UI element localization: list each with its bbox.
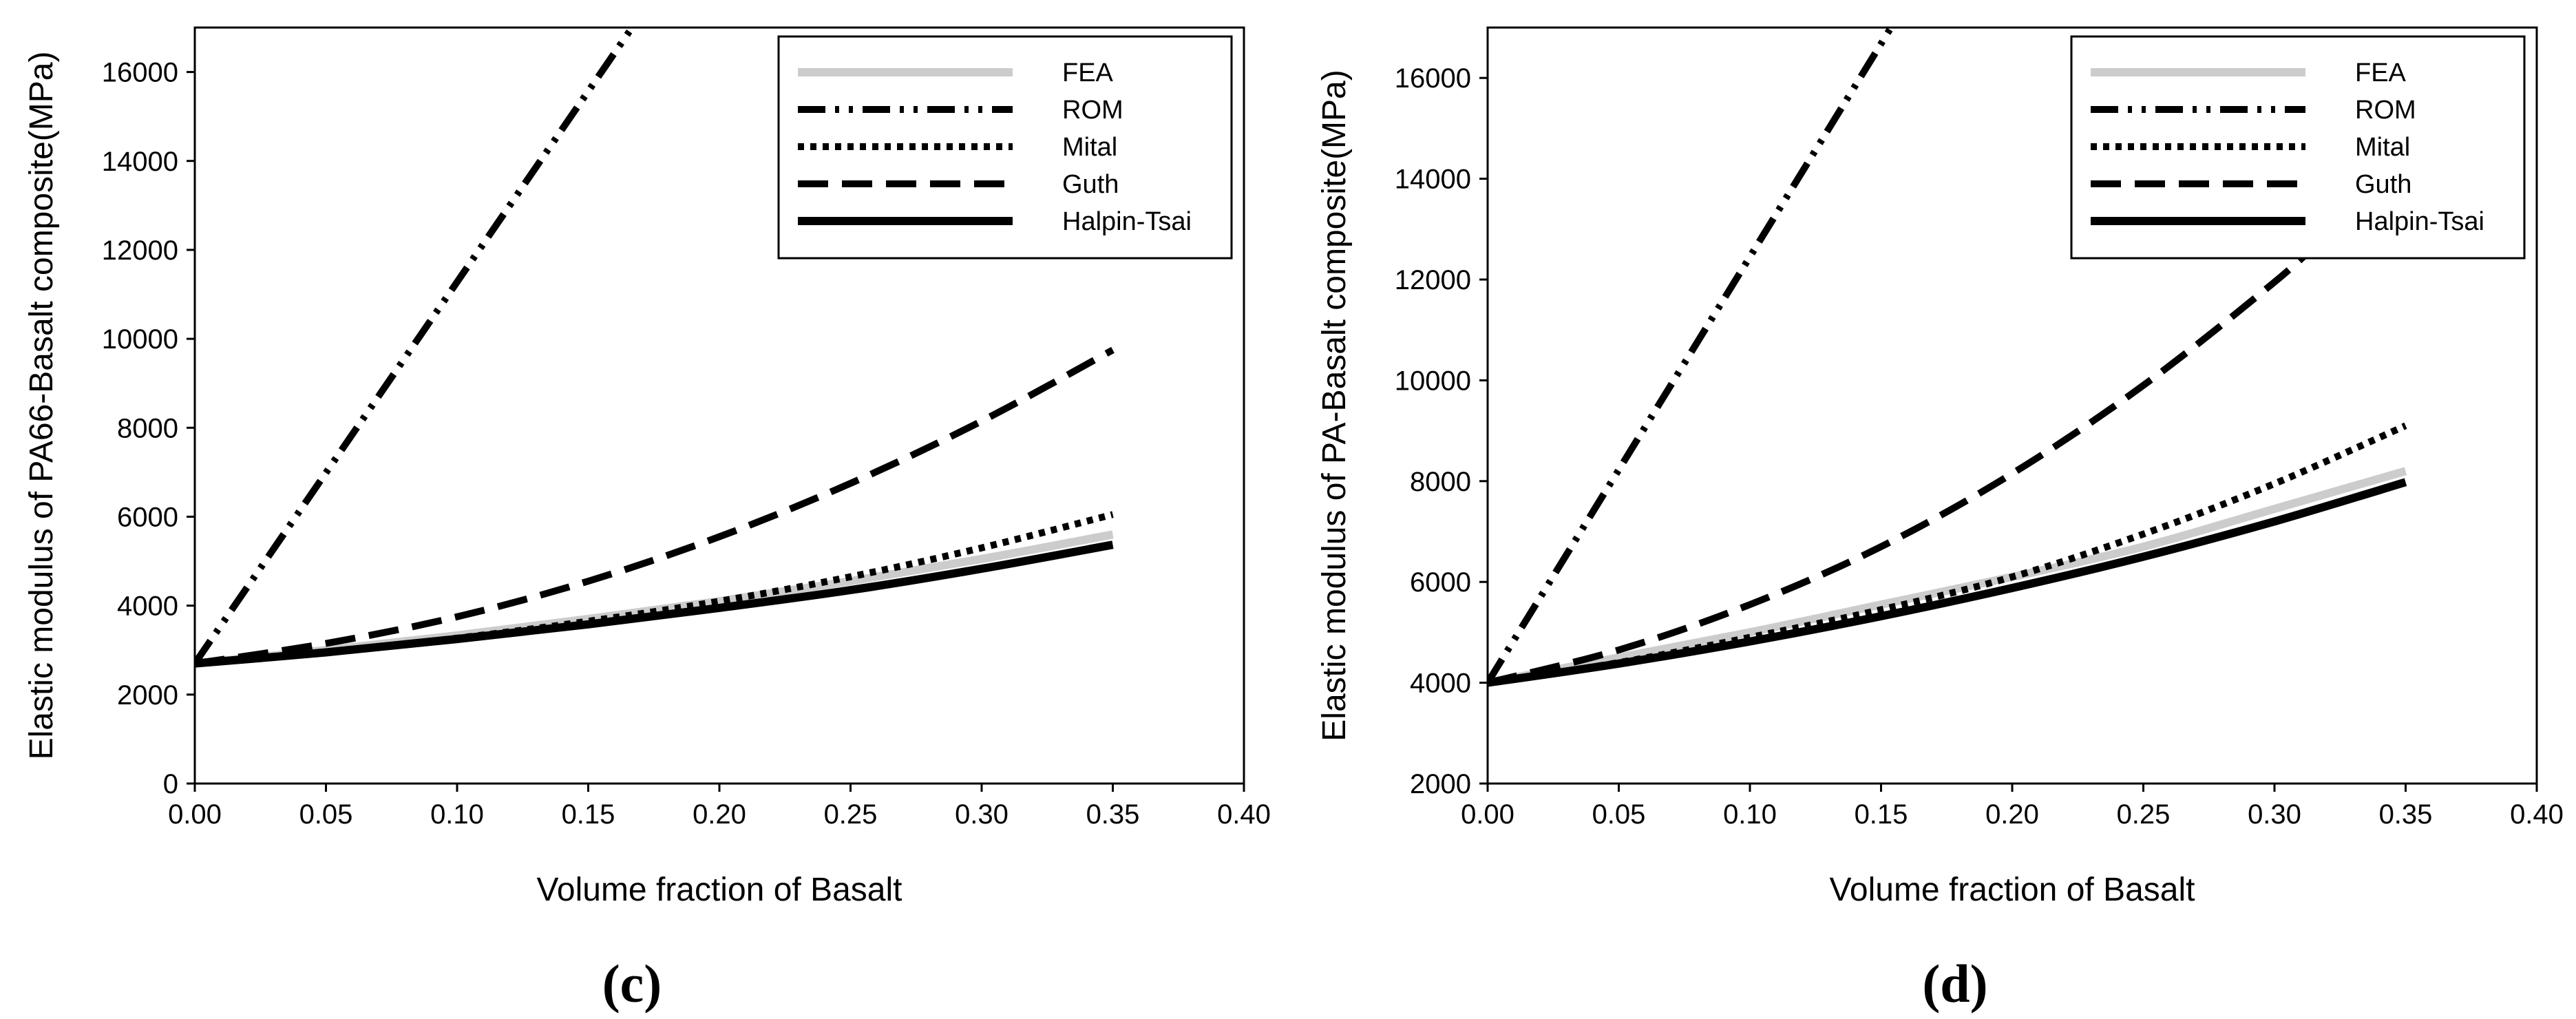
legend-label: Guth <box>2355 170 2411 199</box>
series-line-rom <box>1488 28 1894 685</box>
x-tick-label: 0.00 <box>1461 799 1514 830</box>
x-tick-label: 0.20 <box>693 799 746 830</box>
y-tick-label: 16000 <box>1395 63 1471 94</box>
legend: FEA ROM Mital Guth Halpin-Tsai <box>2070 35 2526 260</box>
legend-label: Guth <box>1062 170 1119 199</box>
y-axis-title: Elastic modulus of PA66-Basalt composite… <box>23 52 60 760</box>
y-tick-label: 2000 <box>1410 769 1471 799</box>
legend-label: FEA <box>1062 59 1114 87</box>
x-tick-label: 0.40 <box>1217 799 1271 830</box>
x-tick-label: 0.40 <box>2510 799 2564 830</box>
x-tick-label: 0.10 <box>1723 799 1777 830</box>
legend-label: Mital <box>1062 133 1117 162</box>
series-group <box>1488 28 2407 687</box>
x-tick-label: 0.05 <box>299 799 353 830</box>
x-tick-label: 0.35 <box>2379 799 2433 830</box>
axis-ticks: 0.00 0.05 0.10 0.15 0.20 0.25 0.30 0.35 0.40 0 200… <box>102 58 1271 830</box>
x-axis-title: Volume fraction of Basalt <box>1830 872 2195 908</box>
y-tick-label: 2000 <box>117 680 178 711</box>
legend-label: Halpin-Tsai <box>2355 207 2484 236</box>
chart-panel-d: 0.00 0.05 0.10 0.15 0.20 0.25 0.30 0.35 0.40 2000… <box>1316 26 2564 1013</box>
y-tick-label: 4000 <box>117 591 178 622</box>
y-tick-label: 8000 <box>117 413 178 443</box>
chart-panel-c: 0.00 0.05 0.10 0.15 0.20 0.25 0.30 0.35 0.40 0 200… <box>23 26 1271 1013</box>
x-tick-label: 0.30 <box>955 799 1009 830</box>
x-tick-label: 0.15 <box>1855 799 1908 830</box>
y-tick-label: 10000 <box>1395 366 1471 396</box>
y-tick-label: 6000 <box>1410 567 1471 598</box>
y-tick-label: 4000 <box>1410 669 1471 699</box>
panel-label: (d) <box>1922 954 1987 1013</box>
y-tick-label: 12000 <box>102 235 178 266</box>
x-tick-label: 0.10 <box>430 799 484 830</box>
series-line-rom <box>195 28 635 666</box>
y-tick-label: 6000 <box>117 502 178 532</box>
series-line-halpin-tsai <box>195 540 1114 668</box>
legend-label: ROM <box>1062 96 1123 125</box>
series-line-mital <box>1488 422 2407 686</box>
x-tick-label: 0.00 <box>168 799 222 830</box>
series-line-guth <box>195 346 1115 667</box>
y-tick-label: 12000 <box>1395 265 1471 295</box>
legend-label: Mital <box>2355 133 2410 162</box>
x-axis-title: Volume fraction of Basalt <box>537 872 902 908</box>
panel-label: (c) <box>602 954 662 1013</box>
y-tick-label: 16000 <box>102 58 178 88</box>
x-tick-label: 0.15 <box>562 799 615 830</box>
y-tick-label: 0 <box>163 769 178 799</box>
y-tick-label: 14000 <box>102 147 178 177</box>
y-axis-title: Elastic modulus of PA-Basalt composite(M… <box>1316 70 1353 741</box>
y-tick-label: 14000 <box>1395 165 1471 195</box>
series-group <box>195 28 1115 668</box>
axis-ticks: 0.00 0.05 0.10 0.15 0.20 0.25 0.30 0.35 0.40 2000… <box>1395 63 2564 830</box>
y-tick-label: 8000 <box>1410 467 1471 497</box>
legend-label: Halpin-Tsai <box>1062 207 1192 236</box>
x-tick-label: 0.25 <box>2117 799 2171 830</box>
series-line-guth <box>1488 231 2330 686</box>
x-tick-label: 0.05 <box>1592 799 1646 830</box>
legend: FEA ROM Mital Guth Halpin-Tsai <box>777 35 1233 260</box>
x-tick-label: 0.35 <box>1086 799 1140 830</box>
x-tick-label: 0.20 <box>1985 799 2039 830</box>
x-tick-label: 0.30 <box>2248 799 2301 830</box>
y-tick-label: 10000 <box>102 324 178 355</box>
legend-label: FEA <box>2355 59 2407 87</box>
x-tick-label: 0.25 <box>824 799 878 830</box>
series-line-fea <box>1488 467 2407 687</box>
series-line-halpin-tsai <box>1488 478 2407 687</box>
legend-label: ROM <box>2355 96 2416 125</box>
